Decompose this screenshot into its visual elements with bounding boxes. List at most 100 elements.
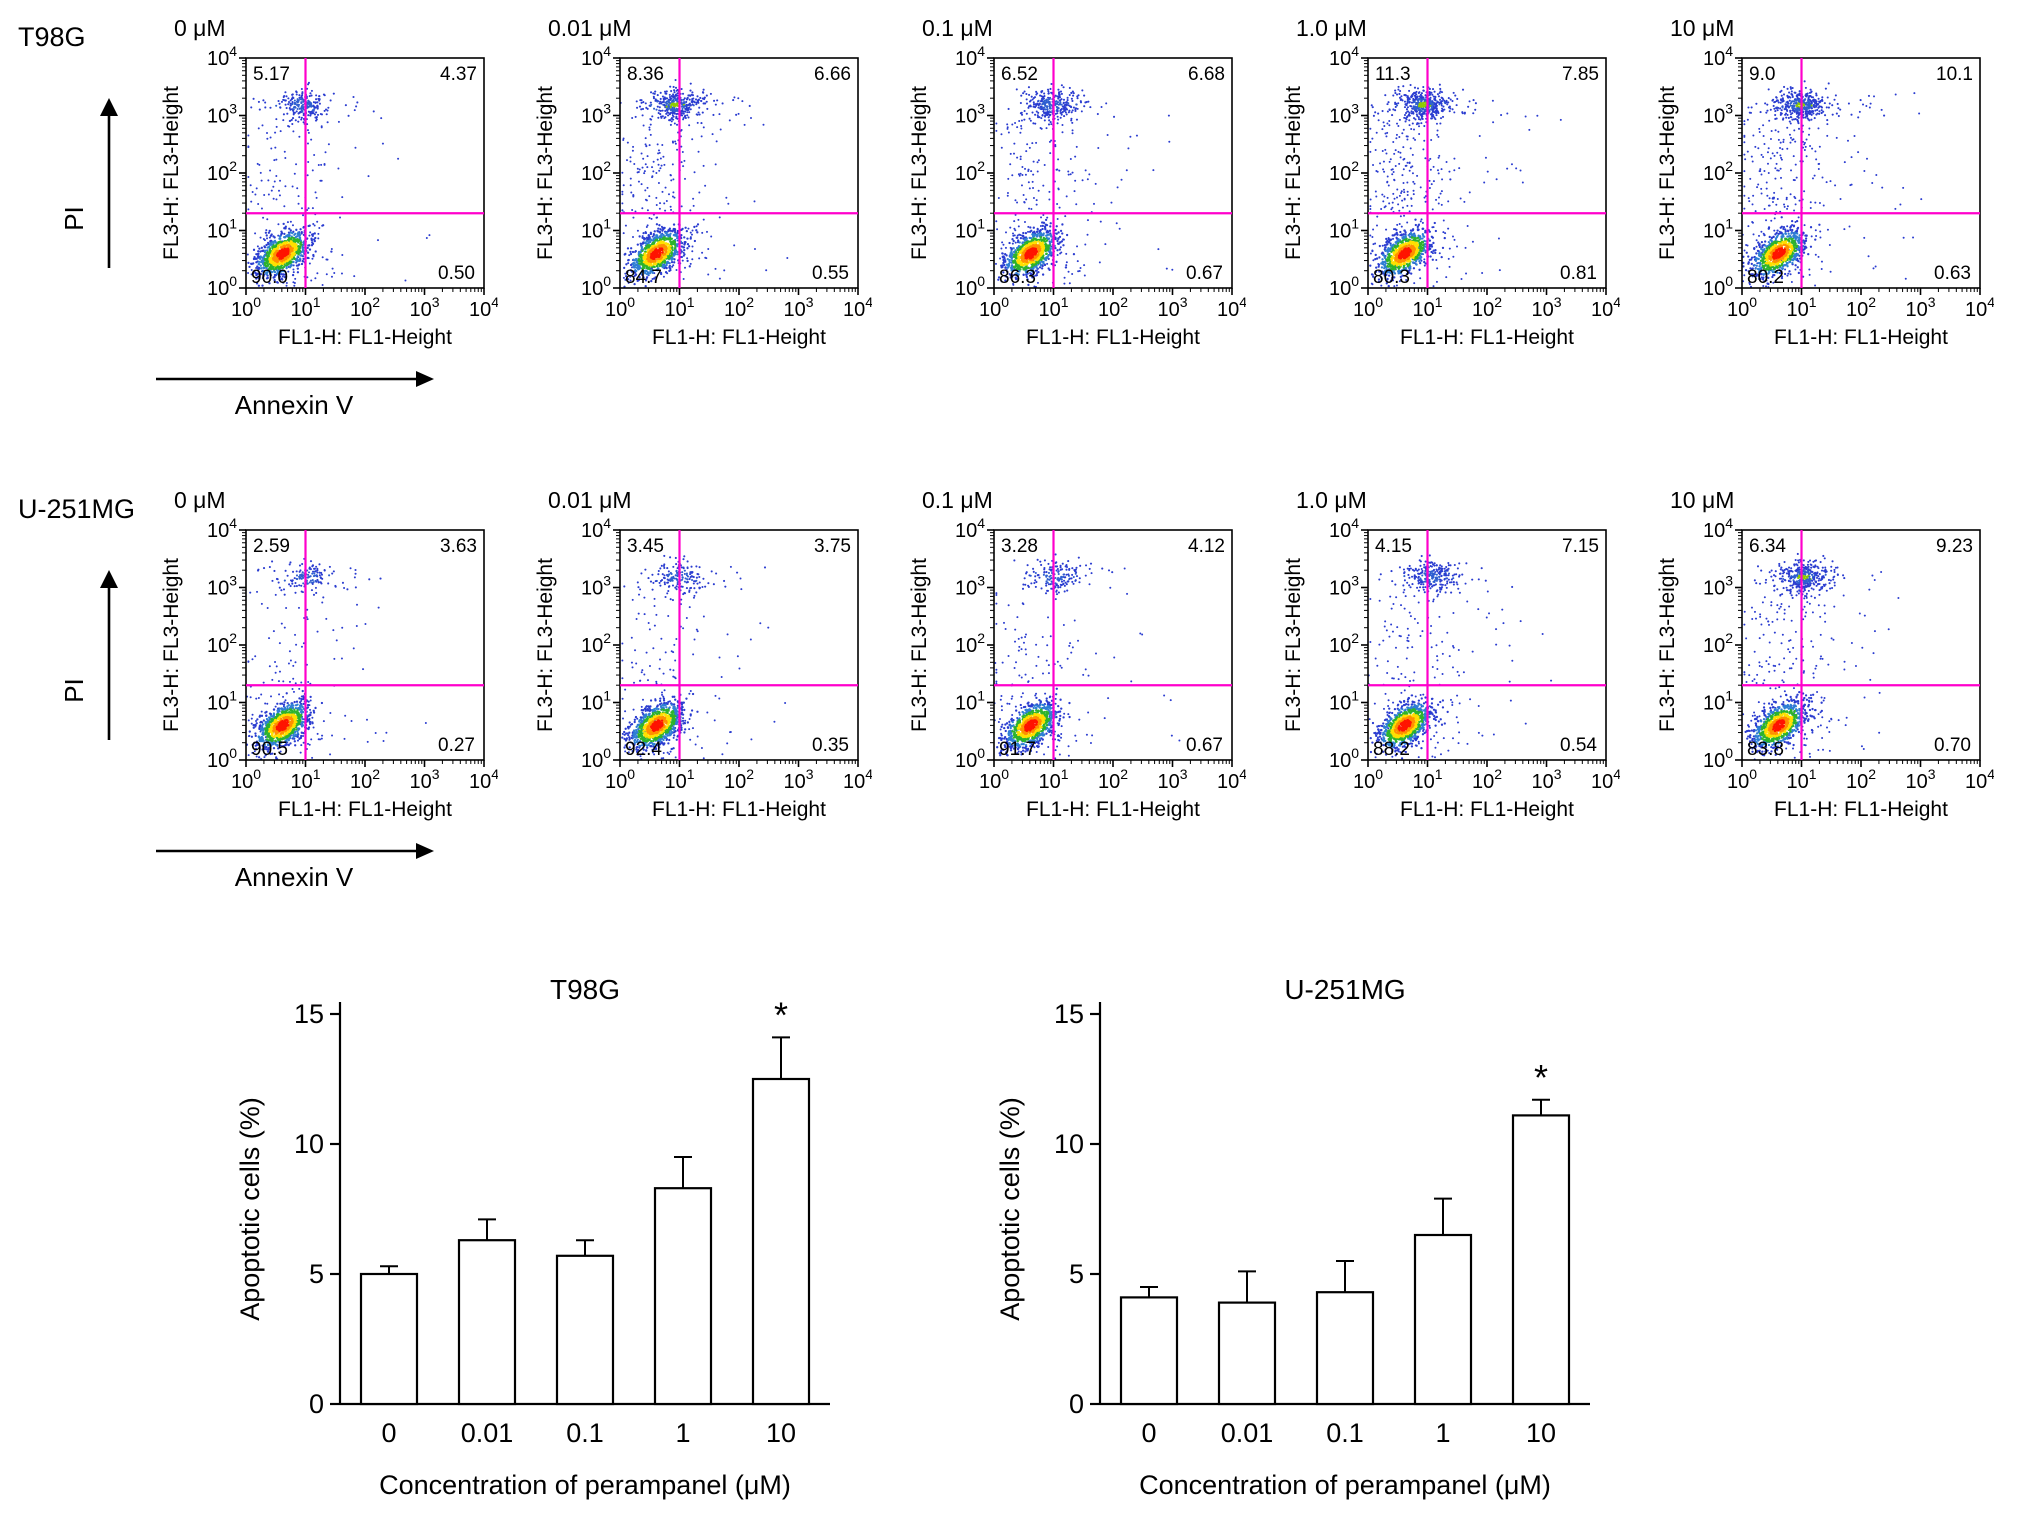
svg-text:FL3-H: FL3-Height: FL3-H: FL3-Height: [160, 86, 183, 260]
y-tick-label: 102: [581, 630, 611, 657]
x-tick-label: 100: [231, 766, 261, 793]
panel-title: 0.01 μM: [548, 15, 632, 41]
bar-chart-t98g: T98G 0 5 10 15 0 0.01 0.1 1 * 10 Concentration of p…: [225, 954, 865, 1519]
y-tick-label: 100: [581, 745, 611, 772]
y-tick-label: 103: [1703, 573, 1733, 600]
pi-axis-arrow: PI: [59, 98, 134, 273]
panel-title: 10 μM: [1670, 487, 1734, 513]
flow-scatter-canvas: [246, 530, 484, 760]
x-tick-label: 100: [979, 294, 1009, 321]
y-tick-label: 10: [1054, 1129, 1084, 1159]
y-tick-label: 102: [207, 630, 237, 657]
plot-frame: [1741, 529, 1981, 761]
plot-frame: [1741, 57, 1981, 289]
y-tick-label: 0: [1069, 1389, 1084, 1419]
y-axis-label: FL3-H: FL3-Height: [534, 86, 557, 260]
right-arrow-icon: [156, 843, 434, 859]
bar-chart-svg: T98G 0 5 10 15 0 0.01 0.1 1 * 10 Concentration of p…: [235, 974, 830, 1500]
panel-title: 0.01 μM: [548, 487, 632, 513]
quadrant-ur-percent: 6.68: [1188, 64, 1225, 85]
quadrant-ur-percent: 3.63: [440, 536, 477, 557]
x-tick-label: 104: [1591, 294, 1620, 321]
y-tick-label: 100: [1703, 745, 1733, 772]
x-tick-label: 100: [979, 766, 1009, 793]
bar: [1217, 1301, 1277, 1406]
y-tick-label: 104: [1329, 515, 1359, 542]
y-axis-title: Apoptotic cells (%): [235, 1097, 265, 1321]
x-tick-label: 104: [469, 766, 498, 793]
x-tick-label: 101: [664, 766, 694, 793]
quadrant-ul-percent: 8.36: [627, 64, 664, 85]
quadrant-ll-percent: 80.3: [1373, 267, 1410, 288]
chart-title: U-251MG: [1284, 974, 1405, 1005]
flow-panels-t98g: 0 μM 100 100 101 101 102 102 103 103 104 104 5.17 4.…: [156, 10, 1994, 420]
y-tick-label: 100: [1703, 273, 1733, 300]
bars: 0 0.01 0.1 1 * 10: [359, 994, 811, 1448]
quadrant-gates: [994, 58, 1232, 288]
x-tick-label: 104: [1217, 294, 1246, 321]
x-tick-label: 104: [469, 294, 498, 321]
quadrant-lr-percent: 0.55: [812, 263, 849, 284]
flow-panel-t98g-4: 10 μM 100 100 101 101 102 102 103 103 104 104 9.0 10…: [1654, 10, 1994, 362]
y-tick-label: 104: [1329, 43, 1359, 70]
y-axis-label: FL3-H: FL3-Height: [908, 558, 931, 732]
x-axis-title: Concentration of perampanel (μM): [379, 1470, 791, 1500]
panel-title: 0 μM: [174, 15, 226, 41]
flow-scatter-canvas: [620, 58, 858, 288]
x-tick-label: 101: [290, 294, 320, 321]
x-tick-label: 102: [350, 294, 380, 321]
x-axis-label: FL1-H: FL1-Height: [1400, 798, 1574, 821]
y-tick-label: 100: [207, 745, 237, 772]
y-axis-label: FL3-H: FL3-Height: [908, 86, 931, 260]
plot-frame: [1367, 57, 1607, 289]
bar: [653, 1187, 713, 1406]
quadrant-lr-percent: 0.81: [1560, 263, 1597, 284]
x-tick-label: 103: [783, 766, 813, 793]
x-tick-label: 100: [605, 294, 635, 321]
y-tick-label: 101: [955, 216, 985, 243]
flow-scatter-canvas: [1368, 530, 1606, 760]
y-tick-label: 0: [309, 1389, 324, 1419]
y-tick-label: 102: [955, 158, 985, 185]
x-tick-label: 103: [1157, 294, 1187, 321]
quadrant-ur-percent: 7.85: [1562, 64, 1599, 85]
flow-panel-u-251mg-4: 10 μM 100 100 101 101 102 102 103 103 104 104 6.34 9…: [1654, 482, 1994, 834]
y-tick-label: 100: [955, 273, 985, 300]
plot-frame: [619, 57, 859, 289]
y-axis-label: FL3-H: FL3-Height: [1656, 86, 1679, 260]
quadrant-lr-percent: 0.50: [438, 263, 475, 284]
quadrant-ll-percent: 83.8: [1747, 739, 1784, 760]
quadrant-gates: [1368, 530, 1606, 760]
quadrant-ur-percent: 4.12: [1188, 536, 1225, 557]
svg-text:FL3-H: FL3-Height: FL3-H: FL3-Height: [1282, 86, 1305, 260]
x-axis-label: FL1-H: FL1-Height: [278, 798, 452, 821]
x-tick-label: 0.1: [566, 1418, 604, 1448]
bar: [751, 1077, 811, 1406]
y-tick-label: 102: [1703, 158, 1733, 185]
axes: 0 5 10 15: [294, 999, 830, 1419]
bar-charts-section: T98G 0 5 10 15 0 0.01 0.1 1 * 10 Concentration of p…: [0, 954, 2032, 1519]
y-axis-label: FL3-H: FL3-Height: [1282, 86, 1305, 260]
quadrant-ur-percent: 10.1: [1936, 64, 1973, 85]
quadrant-ll-percent: 86.3: [999, 267, 1036, 288]
pi-axis-label: PI: [58, 206, 89, 231]
y-tick-label: 101: [581, 216, 611, 243]
plot-frame: [1367, 529, 1607, 761]
quadrant-gates: [1368, 58, 1606, 288]
x-tick-label: 103: [409, 294, 439, 321]
quadrant-ur-percent: 7.15: [1562, 536, 1599, 557]
panel-title: 1.0 μM: [1296, 487, 1367, 513]
y-tick-label: 101: [955, 688, 985, 715]
plot-frame: [993, 57, 1233, 289]
svg-text:FL3-H: FL3-Height: FL3-H: FL3-Height: [1656, 558, 1679, 732]
y-tick-label: 5: [309, 1259, 324, 1289]
x-tick-label: 0.01: [461, 1418, 514, 1448]
x-tick-label: 102: [1846, 766, 1876, 793]
x-tick-label: 103: [409, 766, 439, 793]
bar: [1511, 1114, 1571, 1406]
quadrant-gates: [1742, 58, 1980, 288]
